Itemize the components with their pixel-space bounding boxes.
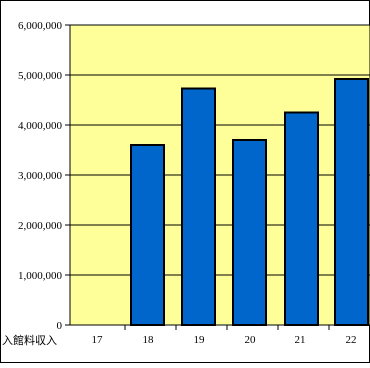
bars: [130, 78, 369, 326]
bar: [334, 78, 369, 326]
bar: [130, 144, 165, 326]
x-tick-label: 22: [346, 334, 357, 346]
x-tick-label: 19: [194, 334, 206, 346]
y-tick-label: 1,000,000: [18, 270, 63, 282]
x-tick-label: 21: [295, 334, 306, 346]
bar: [181, 87, 216, 326]
x-axis: 17 18 19 20 21 22: [92, 325, 357, 346]
y-tick-label: 5,000,000: [18, 70, 63, 82]
gridlines: [70, 24, 370, 276]
y-tick-label: 3,000,000: [18, 170, 63, 182]
bar: [284, 111, 319, 326]
series-label: 入館料収入: [2, 333, 57, 347]
y-tick-label: 2,000,000: [18, 220, 63, 232]
x-tick-label: 17: [92, 334, 104, 346]
y-tick-label: 6,000,000: [18, 20, 63, 32]
x-tick-label: 20: [245, 334, 257, 346]
x-tick-label: 18: [143, 334, 155, 346]
y-tick-label: 4,000,000: [18, 120, 63, 132]
y-tick-label: 0: [57, 320, 63, 332]
y-axis: 0 1,000,000 2,000,000 3,000,000 4,000,000 5,0…: [18, 20, 70, 332]
bar: [232, 139, 267, 326]
